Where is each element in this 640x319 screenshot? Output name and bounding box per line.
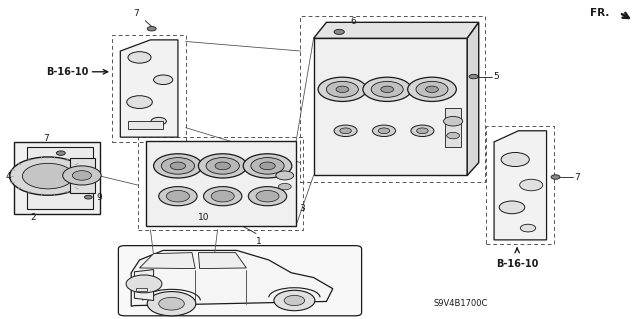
Circle shape: [126, 275, 162, 293]
Circle shape: [274, 290, 315, 311]
Circle shape: [260, 162, 275, 170]
Circle shape: [243, 154, 292, 178]
Circle shape: [284, 295, 305, 306]
Circle shape: [326, 81, 358, 97]
Text: FR.: FR.: [590, 8, 609, 18]
Polygon shape: [494, 131, 547, 240]
Circle shape: [378, 128, 390, 134]
Text: S9V4B1700C: S9V4B1700C: [434, 299, 488, 308]
Circle shape: [447, 132, 460, 139]
Circle shape: [334, 125, 357, 137]
Circle shape: [206, 158, 239, 174]
Circle shape: [215, 162, 230, 170]
Circle shape: [276, 171, 294, 180]
Circle shape: [204, 187, 242, 206]
Text: 5: 5: [493, 72, 499, 81]
Text: 1: 1: [256, 237, 262, 246]
Circle shape: [63, 166, 101, 185]
Circle shape: [147, 292, 196, 316]
FancyBboxPatch shape: [118, 246, 362, 316]
Text: 7: 7: [44, 134, 49, 143]
Circle shape: [411, 125, 434, 137]
Circle shape: [408, 77, 456, 101]
Circle shape: [127, 96, 152, 108]
Circle shape: [520, 179, 543, 191]
Bar: [136, 288, 147, 291]
Text: 3: 3: [300, 204, 305, 213]
Bar: [300, 16, 485, 182]
Circle shape: [159, 297, 184, 310]
Bar: [128, 121, 163, 129]
Bar: [112, 35, 186, 142]
Circle shape: [256, 190, 279, 202]
Circle shape: [10, 157, 86, 195]
Circle shape: [211, 190, 234, 202]
Text: 4: 4: [5, 172, 11, 181]
Circle shape: [340, 128, 351, 134]
Circle shape: [278, 183, 291, 190]
Circle shape: [161, 158, 195, 174]
Circle shape: [372, 125, 396, 137]
Circle shape: [84, 195, 92, 199]
Text: B-16-10: B-16-10: [46, 67, 88, 77]
Bar: [445, 108, 461, 147]
Polygon shape: [131, 250, 333, 306]
Text: 7: 7: [134, 9, 139, 18]
Circle shape: [417, 128, 428, 134]
Circle shape: [248, 187, 287, 206]
Polygon shape: [467, 22, 479, 175]
Circle shape: [520, 224, 536, 232]
Circle shape: [336, 86, 349, 93]
Text: 2: 2: [31, 213, 36, 222]
Circle shape: [151, 117, 166, 125]
Circle shape: [501, 152, 529, 167]
Circle shape: [363, 77, 412, 101]
Polygon shape: [314, 22, 479, 38]
Circle shape: [416, 81, 448, 97]
Text: 6: 6: [351, 17, 356, 26]
Circle shape: [251, 158, 284, 174]
Text: 7: 7: [574, 173, 580, 182]
Circle shape: [72, 171, 92, 180]
Circle shape: [371, 81, 403, 97]
Circle shape: [334, 29, 344, 34]
Circle shape: [159, 187, 197, 206]
Circle shape: [381, 86, 394, 93]
Polygon shape: [134, 270, 154, 300]
Circle shape: [444, 116, 463, 126]
Circle shape: [499, 201, 525, 214]
Circle shape: [469, 74, 478, 79]
Circle shape: [551, 175, 560, 179]
Circle shape: [318, 77, 367, 101]
Polygon shape: [314, 38, 467, 175]
Circle shape: [56, 151, 65, 155]
Text: 9: 9: [96, 193, 102, 202]
Bar: [14, 142, 100, 214]
Circle shape: [154, 154, 202, 178]
Polygon shape: [27, 147, 93, 209]
Text: B-16-10: B-16-10: [496, 259, 538, 269]
Circle shape: [170, 162, 186, 170]
Circle shape: [22, 163, 74, 189]
Circle shape: [198, 154, 247, 178]
Bar: [486, 126, 554, 244]
Bar: [138, 137, 303, 230]
Polygon shape: [70, 158, 95, 193]
Polygon shape: [198, 253, 246, 269]
Polygon shape: [120, 40, 178, 137]
Circle shape: [128, 52, 151, 63]
Circle shape: [147, 26, 156, 31]
Circle shape: [426, 86, 438, 93]
Polygon shape: [146, 141, 296, 226]
Circle shape: [154, 75, 173, 85]
Circle shape: [166, 190, 189, 202]
Polygon shape: [140, 253, 195, 269]
Text: 10: 10: [198, 213, 210, 222]
